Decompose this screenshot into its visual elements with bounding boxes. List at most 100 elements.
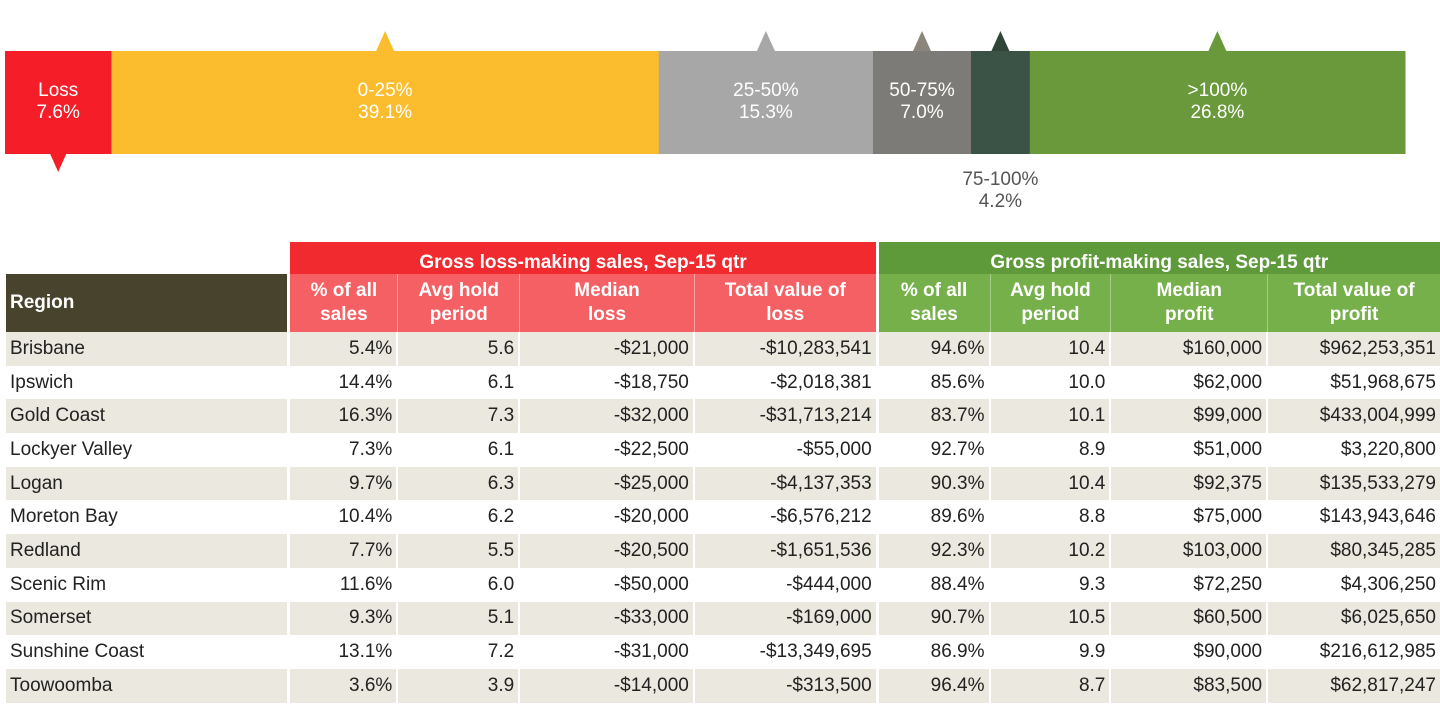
region-cell: Ipswich: [6, 365, 288, 400]
profit-hold-cell: 10.1: [990, 399, 1112, 434]
profit-pct-cell: 88.4%: [878, 567, 991, 602]
loss-total-cell: -$313,500: [694, 668, 876, 703]
loss-total-cell: -$10,283,541: [694, 332, 876, 366]
profit-total-cell: $3,220,800: [1268, 433, 1440, 467]
segment-marker-3: [756, 31, 775, 51]
table-row: Gold Coast 16.3% 7.3 -$32,000 -$31,713,214 83…: [6, 399, 1440, 434]
segment-6: [1029, 51, 1406, 154]
table-row: Somerset 9.3% 5.1 -$33,000 -$169,000 90.7% 10.…: [6, 601, 1440, 636]
column-header-row: Region % of all sales Avg hold period Medi…: [6, 274, 1440, 332]
profit-pct-header: % of all sales: [878, 274, 991, 332]
loss-hold-cell: 5.5: [398, 534, 521, 568]
loss-median-cell: -$32,000: [520, 399, 695, 434]
loss-hold-cell: 6.1: [398, 433, 521, 467]
region-cell: Redland: [6, 534, 288, 568]
profit-distribution-bar: Loss 7.6% 0-25% 39.1% 25-50% 15.3% 50-75% 7.0% 7…: [0, 0, 1440, 230]
segment-category-label: 25-50%: [733, 80, 799, 101]
loss-pct-cell: 9.3%: [290, 601, 399, 636]
region-cell: Brisbane: [6, 332, 288, 366]
profit-total-cell: $433,004,999: [1268, 399, 1440, 434]
profit-hold-cell: 10.0: [990, 365, 1112, 400]
loss-median-cell: -$18,750: [520, 365, 695, 400]
profit-pct-cell: 90.3%: [878, 466, 991, 501]
segment-category-label: 50-75%: [889, 80, 955, 101]
loss-total-cell: -$2,018,381: [694, 365, 876, 400]
loss-hold-cell: 6.2: [398, 500, 521, 535]
profit-hold-cell: 10.4: [990, 332, 1112, 366]
loss-hold-cell: 6.3: [398, 466, 521, 501]
loss-total-cell: -$1,651,536: [694, 534, 876, 568]
loss-median-cell: -$31,000: [520, 635, 695, 669]
region-cell: Scenic Rim: [6, 567, 288, 602]
loss-pct-cell: 7.3%: [290, 433, 399, 467]
loss-total-cell: -$13,349,695: [694, 635, 876, 669]
segment-value-label: 7.0%: [900, 102, 943, 123]
segment-marker-4: [913, 31, 931, 51]
loss-group-header: Gross loss-making sales, Sep-15 qtr: [290, 242, 876, 274]
segment-category-label: 0-25%: [358, 80, 413, 101]
loss-pct-cell: 3.6%: [290, 668, 399, 703]
segment-1: [5, 51, 112, 154]
segment-value-label: 26.8%: [1190, 102, 1244, 123]
profit-pct-cell: 90.7%: [878, 601, 991, 636]
profit-pct-cell: 96.4%: [878, 668, 991, 703]
profit-hold-cell: 9.9: [990, 635, 1112, 669]
loss-median-cell: -$14,000: [520, 668, 695, 703]
profit-median-cell: $75,000: [1111, 500, 1269, 535]
loss-median-cell: -$22,500: [520, 433, 695, 467]
table-row: Sunshine Coast 13.1% 7.2 -$31,000 -$13,349,6…: [6, 635, 1440, 669]
profit-total-cell: $80,345,285: [1268, 534, 1440, 568]
segment-2: [111, 51, 660, 154]
loss-pct-cell: 11.6%: [290, 567, 399, 602]
loss-total-cell: -$4,137,353: [694, 466, 876, 501]
loss-pct-cell: 7.7%: [290, 534, 399, 568]
profit-median-cell: $99,000: [1111, 399, 1269, 434]
loss-median-header: Median loss: [520, 274, 695, 332]
profit-median-cell: $62,000: [1111, 365, 1269, 400]
region-cell: Moreton Bay: [6, 500, 288, 535]
loss-pct-cell: 13.1%: [290, 635, 399, 669]
profit-total-header: Total value of profit: [1268, 274, 1440, 332]
loss-pct-cell: 5.4%: [290, 332, 399, 366]
segment-value-label: 15.3%: [739, 102, 793, 123]
profit-total-cell: $4,306,250: [1268, 567, 1440, 602]
profit-pct-cell: 89.6%: [878, 500, 991, 535]
loss-hold-cell: 5.6: [398, 332, 521, 366]
segment-4: [873, 51, 972, 154]
profit-hold-header: Avg hold period: [990, 274, 1112, 332]
profit-hold-cell: 10.2: [990, 534, 1112, 568]
loss-pct-cell: 9.7%: [290, 466, 399, 501]
profit-total-cell: $135,533,279: [1268, 466, 1440, 501]
profit-total-cell: $6,025,650: [1268, 601, 1440, 636]
region-cell: Logan: [6, 466, 288, 501]
profit-median-cell: $51,000: [1111, 433, 1269, 467]
loss-hold-cell: 6.0: [398, 567, 521, 602]
profit-median-cell: $72,250: [1111, 567, 1269, 602]
loss-pct-header: % of all sales: [290, 274, 399, 332]
profit-pct-cell: 92.3%: [878, 534, 991, 568]
segment-value-label: 7.6%: [37, 102, 80, 123]
profit-pct-cell: 86.9%: [878, 635, 991, 669]
segment-marker-5: [991, 31, 1010, 51]
region-cell: Somerset: [6, 601, 288, 636]
profit-total-cell: $216,612,985: [1268, 635, 1440, 669]
profit-median-cell: $103,000: [1111, 534, 1269, 568]
segment-marker-1: [50, 154, 67, 172]
segment-3: [658, 51, 874, 154]
loss-median-cell: -$20,500: [520, 534, 695, 568]
table-row: Brisbane 5.4% 5.6 -$21,000 -$10,283,541 94.6%…: [6, 332, 1440, 366]
table-row: Logan 9.7% 6.3 -$25,000 -$4,137,353 90.3% 10.4…: [6, 466, 1440, 501]
segment-value-label: 4.2%: [979, 191, 1022, 212]
loss-median-cell: -$50,000: [520, 567, 695, 602]
table-row: Scenic Rim 11.6% 6.0 -$50,000 -$444,000 88.4%…: [6, 567, 1440, 602]
regional-sales-table: Gross loss-making sales, Sep-15 qtr Gros…: [6, 242, 1440, 703]
loss-pct-cell: 10.4%: [290, 500, 399, 535]
profit-hold-cell: 8.8: [990, 500, 1112, 535]
profit-pct-cell: 85.6%: [878, 365, 991, 400]
segment-value-label: 39.1%: [358, 102, 412, 123]
loss-total-cell: -$444,000: [694, 567, 876, 602]
loss-total-cell: -$6,576,212: [694, 500, 876, 535]
profit-hold-cell: 8.9: [990, 433, 1112, 467]
profit-median-cell: $92,375: [1111, 466, 1269, 501]
